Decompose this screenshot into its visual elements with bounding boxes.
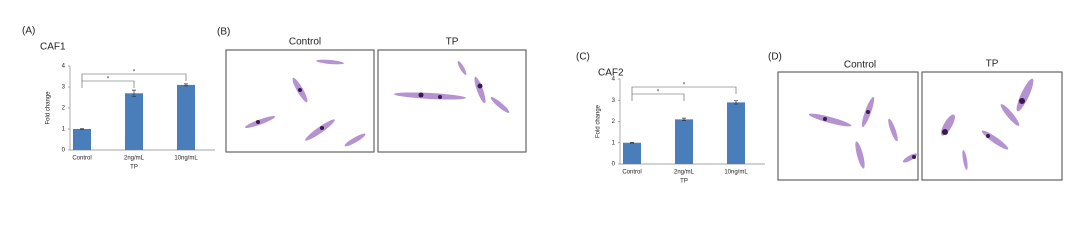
panel-label: (B): [217, 27, 230, 38]
error-bar: [80, 128, 84, 130]
y-tick-label: 4: [612, 77, 616, 83]
micrograph: [225, 49, 375, 153]
figure: (A) (B) (C) (D) Control TP Control TP CA…: [22, 26, 1063, 185]
x-tick-label: 10ng/mL: [174, 156, 198, 162]
x-axis-label: TP: [130, 165, 138, 171]
significance-label: *: [683, 83, 686, 89]
error-bar: [630, 141, 634, 144]
y-tick-label: 2: [612, 119, 616, 125]
y-tick-label: 0: [612, 162, 616, 168]
y-tick-label: 2: [62, 106, 66, 112]
x-tick-label: 2ng/mL: [674, 170, 695, 176]
image-title: TP: [446, 37, 459, 48]
micrograph: [921, 71, 1063, 181]
y-tick-label: 1: [612, 140, 616, 146]
x-tick-label: 2ng/mL: [124, 156, 145, 162]
significance-bracket: [631, 93, 685, 101]
significance-bracket: [631, 86, 737, 94]
y-axis-label: Fold change: [596, 104, 602, 138]
micrograph: [377, 49, 527, 153]
x-tick-label: Control: [622, 170, 641, 176]
error-bar: [734, 100, 738, 105]
panel-label: (C): [576, 52, 590, 63]
significance-label: *: [657, 90, 660, 96]
panel-label: (D): [768, 52, 782, 63]
error-bar: [132, 89, 136, 97]
bar: [727, 102, 745, 164]
bar: [623, 142, 641, 164]
x-tick-label: Control: [72, 156, 91, 162]
significance-bracket: [81, 80, 135, 88]
image-title: Control: [844, 60, 876, 71]
significance-bracket: [81, 73, 187, 81]
y-tick-label: 4: [62, 64, 66, 70]
y-tick-label: 3: [612, 98, 616, 104]
bar: [177, 84, 195, 150]
image-title: Control: [289, 37, 321, 48]
y-axis-label: Fold change: [46, 91, 52, 125]
y-tick-label: 3: [62, 85, 66, 91]
bar: [125, 93, 143, 150]
error-bar: [184, 83, 188, 87]
significance-label: *: [133, 70, 136, 76]
panel-label: (A): [22, 26, 35, 37]
y-tick-label: 1: [62, 127, 66, 133]
significance-label: *: [107, 77, 110, 83]
x-axis-label: TP: [680, 179, 688, 185]
error-bar: [682, 117, 686, 121]
chart-title: CAF2: [598, 68, 624, 79]
bar: [73, 129, 91, 150]
bar: [675, 119, 693, 164]
image-title: TP: [986, 59, 999, 70]
micrograph: [777, 71, 919, 181]
y-tick-label: 0: [62, 148, 66, 154]
x-tick-label: 10ng/mL: [724, 170, 748, 176]
chart-title: CAF1: [40, 42, 66, 53]
